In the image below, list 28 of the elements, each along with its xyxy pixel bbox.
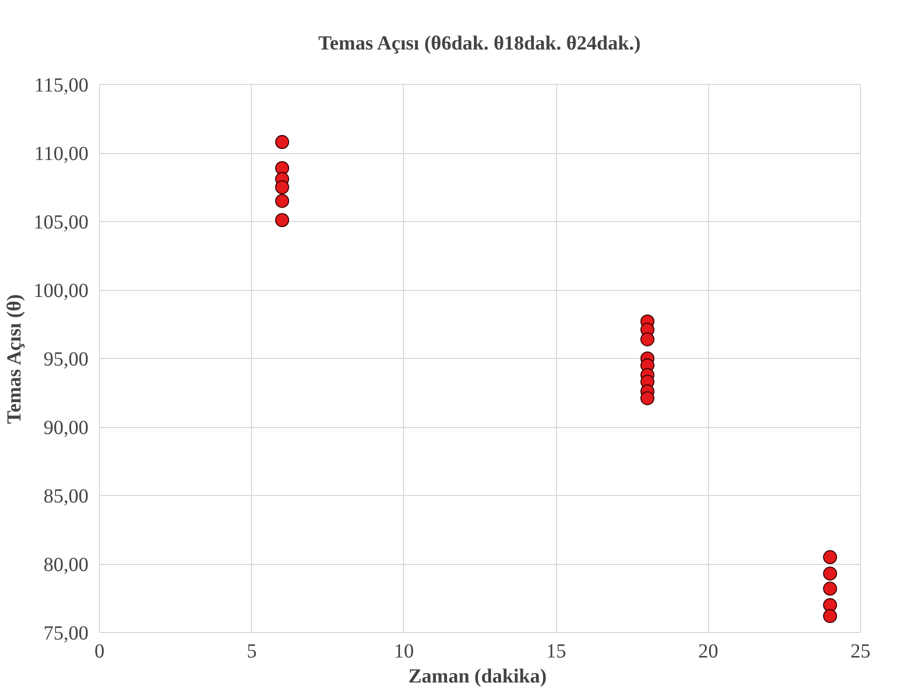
- point: [275, 180, 290, 194]
- x-tick-label: 15: [546, 640, 566, 662]
- x-tick-label: 0: [94, 640, 104, 662]
- y-tick-label: 115,00: [34, 74, 89, 96]
- point: [823, 609, 838, 624]
- y-tick-label: 95,00: [44, 348, 88, 370]
- y-tick-label: 105,00: [34, 212, 88, 234]
- y-tick-label: 110,00: [34, 143, 89, 165]
- y-tick-label: 90,00: [44, 417, 88, 439]
- x-tick-label: 5: [246, 640, 257, 662]
- point: [823, 582, 838, 596]
- point: [640, 391, 654, 406]
- y-tick-label: 80,00: [44, 554, 88, 576]
- point: [275, 213, 290, 228]
- point: [823, 566, 838, 581]
- y-tick-label: 100,00: [34, 280, 88, 302]
- y-tick-label: 75,00: [44, 622, 88, 644]
- point: [275, 135, 290, 150]
- y-tick-label: 85,00: [44, 486, 88, 508]
- x-tick-label: 25: [850, 640, 870, 662]
- x-axis-title: Zaman (dakika): [408, 666, 547, 688]
- x-tick-label: 20: [698, 640, 718, 662]
- y-axis-title: Temas Açısı (θ): [4, 294, 26, 424]
- chart-title: Temas Açısı (θ6dak. θ18dak. θ24dak.): [318, 32, 641, 54]
- point: [640, 332, 654, 346]
- point: [275, 194, 290, 208]
- point: [823, 550, 838, 564]
- x-tick-label: 10: [394, 640, 414, 662]
